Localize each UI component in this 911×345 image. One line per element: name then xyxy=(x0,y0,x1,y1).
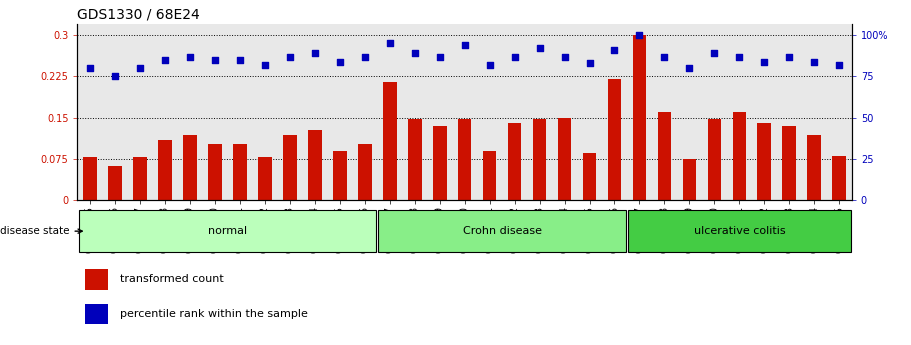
Bar xyxy=(558,118,571,200)
Bar xyxy=(233,144,247,200)
Point xyxy=(558,54,572,59)
Bar xyxy=(86,269,108,290)
Point xyxy=(707,50,722,56)
Bar xyxy=(658,112,671,200)
Bar xyxy=(133,157,147,200)
Bar xyxy=(583,154,597,200)
FancyBboxPatch shape xyxy=(378,210,626,252)
Text: ulcerative colitis: ulcerative colitis xyxy=(693,226,785,236)
Point xyxy=(682,66,697,71)
Bar xyxy=(308,130,322,200)
Point xyxy=(107,73,122,79)
Point xyxy=(357,54,372,59)
Point xyxy=(507,54,522,59)
Bar xyxy=(783,126,796,200)
Point xyxy=(757,59,772,64)
Bar xyxy=(208,144,221,200)
Point xyxy=(632,32,647,38)
Point xyxy=(282,54,297,59)
Bar xyxy=(507,123,521,200)
Point xyxy=(208,57,222,63)
Text: percentile rank within the sample: percentile rank within the sample xyxy=(120,309,308,319)
FancyBboxPatch shape xyxy=(629,210,851,252)
Point xyxy=(232,57,247,63)
Point xyxy=(457,42,472,48)
Point xyxy=(407,50,422,56)
Point xyxy=(333,59,347,64)
Text: normal: normal xyxy=(208,226,247,236)
Bar xyxy=(608,79,621,200)
Bar xyxy=(408,119,422,200)
Point xyxy=(433,54,447,59)
Bar xyxy=(358,144,372,200)
Bar xyxy=(682,159,696,200)
Text: Crohn disease: Crohn disease xyxy=(463,226,541,236)
Point xyxy=(482,62,496,68)
Point xyxy=(383,41,397,46)
Point xyxy=(158,57,172,63)
Bar xyxy=(833,156,846,200)
Point xyxy=(532,46,547,51)
Point xyxy=(782,54,796,59)
Point xyxy=(657,54,671,59)
Point xyxy=(732,54,747,59)
Bar xyxy=(807,135,821,200)
Point xyxy=(307,50,322,56)
Bar xyxy=(457,119,472,200)
Point xyxy=(133,66,148,71)
Point xyxy=(608,47,622,53)
Point xyxy=(807,59,822,64)
Bar xyxy=(708,119,722,200)
Bar xyxy=(433,126,446,200)
Bar xyxy=(533,119,547,200)
Bar xyxy=(383,82,396,200)
Point xyxy=(182,54,197,59)
Text: GDS1330 / 68E24: GDS1330 / 68E24 xyxy=(77,8,200,22)
Bar xyxy=(158,140,172,200)
Bar xyxy=(757,123,772,200)
Bar xyxy=(283,135,297,200)
Bar xyxy=(632,35,646,200)
Point xyxy=(83,66,97,71)
FancyBboxPatch shape xyxy=(78,210,376,252)
Bar xyxy=(483,151,496,200)
Point xyxy=(582,60,597,66)
Point xyxy=(832,62,846,68)
Bar xyxy=(83,157,97,200)
Bar xyxy=(108,166,122,200)
Point xyxy=(258,62,272,68)
Bar xyxy=(732,112,746,200)
Bar xyxy=(183,135,197,200)
Text: transformed count: transformed count xyxy=(120,275,224,284)
Bar xyxy=(258,157,271,200)
Bar xyxy=(86,304,108,324)
Bar xyxy=(333,151,346,200)
Text: disease state: disease state xyxy=(0,226,82,236)
